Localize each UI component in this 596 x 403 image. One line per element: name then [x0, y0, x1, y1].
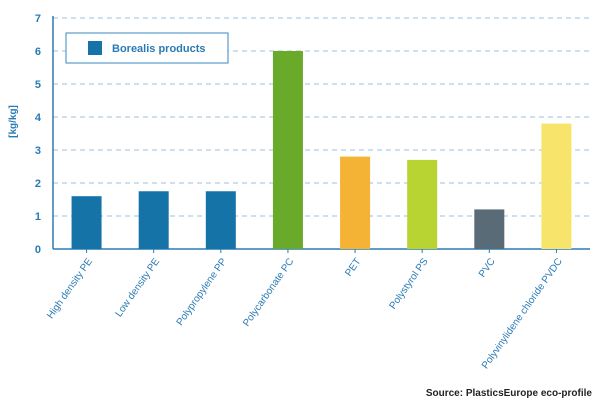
bar-pvc	[474, 209, 505, 249]
bar-polycarbonate-pc	[272, 51, 303, 249]
x-tick-label: PVC	[477, 256, 498, 279]
x-tick-label: Low density PE	[114, 256, 163, 319]
x-tick-label: Polycarbonate PC	[241, 256, 296, 328]
y-tick-label: 3	[35, 145, 41, 157]
y-tick-label: 6	[35, 46, 41, 58]
legend-label: Borealis products	[112, 43, 206, 55]
x-tick-label: Polystyrol PS	[388, 256, 431, 311]
y-tick-label: 4	[35, 112, 42, 124]
x-tick-label: Polypropylene PP	[175, 256, 230, 328]
legend-box	[65, 32, 229, 64]
y-tick-label: 1	[35, 211, 41, 223]
bar-polystyrol-ps	[407, 159, 438, 249]
y-tick-label: 0	[35, 244, 41, 256]
bar-polypropylene-pp	[205, 191, 236, 249]
y-tick-label: 7	[35, 13, 41, 25]
x-tick-label: Polyvinylidene chloride PVDC	[480, 256, 565, 371]
legend-swatch	[88, 41, 102, 55]
y-tick-label: 2	[35, 178, 41, 190]
y-tick-label: 5	[35, 79, 41, 91]
bar-pet	[340, 156, 371, 249]
bar-low-density-pe	[138, 191, 169, 249]
source-note: Source: PlasticsEurope eco-profile	[425, 388, 592, 399]
y-axis-label: [kg/kg]	[8, 105, 19, 138]
bar-polyvinylidene-chloride-pvdc	[541, 123, 572, 249]
bar-high-density-pe	[71, 196, 102, 249]
x-tick-label: PET	[343, 256, 363, 278]
x-tick-label: High density PE	[45, 256, 95, 321]
